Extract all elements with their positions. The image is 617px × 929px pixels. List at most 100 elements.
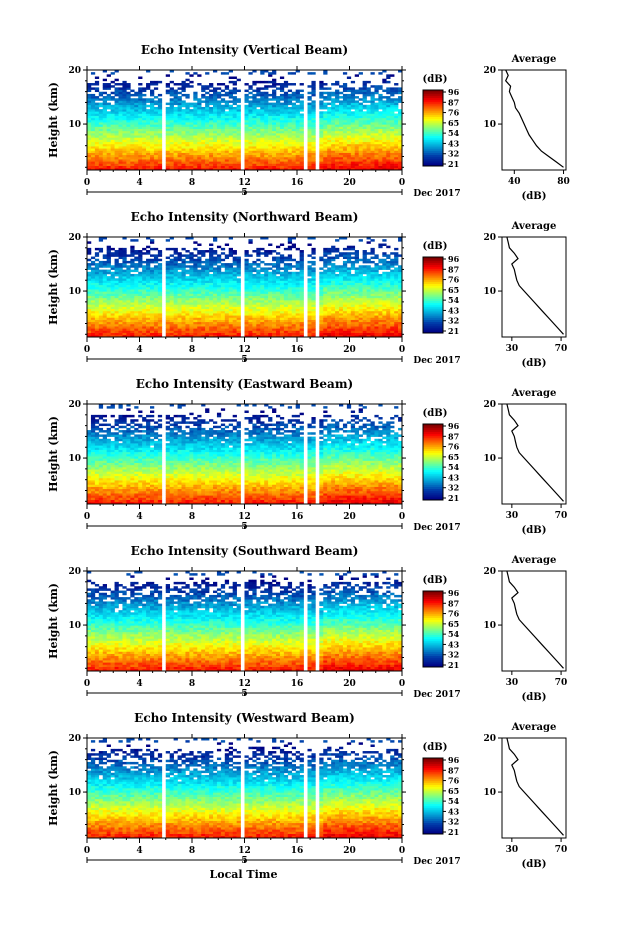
heatmap-cell [189, 133, 194, 136]
heatmap-cell [146, 120, 151, 123]
heatmap-cell [138, 302, 143, 305]
heatmap-cell [358, 102, 363, 106]
heatmap-cell [181, 306, 186, 310]
heatmap-cell [130, 161, 135, 164]
heatmap-cell [287, 146, 293, 149]
heatmap-cell [169, 148, 174, 151]
heatmap-cell [224, 291, 230, 294]
heatmap-cell [228, 130, 233, 134]
heatmap-cell [323, 315, 328, 318]
heatmap-cell [272, 106, 277, 110]
heatmap-cell [283, 137, 289, 140]
heatmap-cell [327, 289, 332, 292]
heatmap-cell [130, 130, 135, 134]
heatmap-cell [272, 304, 277, 307]
heatmap-cell [169, 93, 174, 97]
heatmap-cell [181, 146, 186, 149]
heatmap-cell [342, 124, 348, 127]
heatmap-cell [185, 321, 190, 325]
heatmap-cell [279, 122, 285, 125]
heatmap-cell [283, 334, 289, 338]
heatmap-cell [165, 302, 170, 305]
heatmap-cell [134, 126, 139, 129]
heatmap-cell [256, 91, 261, 95]
heatmap-cell [185, 289, 190, 292]
heatmap-cell [169, 321, 174, 325]
heatmap-cell [279, 306, 285, 310]
heatmap-cell [165, 291, 170, 294]
heatmap-cell [130, 167, 135, 171]
heatmap-cell [283, 141, 289, 145]
heatmap-cell [358, 87, 363, 90]
heatmap-cell [244, 135, 249, 138]
heatmap-cell [291, 83, 296, 86]
heatmap-cell [248, 161, 253, 164]
heatmap-cell [134, 161, 139, 164]
heatmap-cell [142, 282, 147, 286]
heatmap-cell [150, 306, 155, 310]
heatmap-cell [150, 122, 155, 125]
heatmap-cell [114, 159, 119, 162]
heatmap-cell [114, 154, 119, 158]
heatmap-cell [248, 156, 253, 160]
heatmap-cell [146, 113, 151, 116]
heatmap-cell [213, 280, 218, 283]
heatmap-cell [374, 306, 379, 310]
heatmap-cell [189, 163, 194, 166]
heatmap-cell [185, 83, 190, 86]
heatmap-cell [394, 106, 399, 110]
heatmap-cell [291, 332, 296, 336]
y-tick-label: 20 [68, 66, 81, 76]
heatmap-cell [279, 289, 285, 292]
heatmap-cell [319, 310, 324, 314]
heatmap-cell [193, 159, 198, 162]
heatmap-cell [335, 130, 340, 134]
heatmap-cell [118, 152, 123, 156]
heatmap-cell [134, 150, 139, 153]
heatmap-cell [390, 321, 395, 325]
heatmap-cell [228, 152, 233, 156]
heatmap-cell [272, 124, 277, 127]
heatmap-cell [291, 154, 296, 158]
heatmap-cell [90, 87, 96, 90]
heatmap-cell [299, 124, 304, 127]
heatmap-cell [209, 100, 214, 103]
heatmap-cell [374, 319, 379, 323]
heatmap-cell [110, 154, 115, 158]
heatmap-cell [342, 156, 348, 160]
heatmap-cell [323, 302, 328, 305]
heatmap-cell [279, 308, 285, 312]
heatmap-cell [394, 306, 399, 310]
heatmap-cell [346, 284, 352, 288]
heatmap-cell [276, 156, 281, 160]
heatmap-cell [283, 319, 289, 323]
heatmap-cell [390, 89, 395, 93]
heatmap-cell [291, 313, 296, 316]
heatmap-cell [106, 328, 111, 331]
heatmap-cell [201, 117, 206, 121]
heatmap-cell [201, 278, 206, 281]
heatmap-cell [362, 323, 367, 327]
heatmap-cell [350, 321, 356, 325]
heatmap-cell [87, 332, 92, 336]
heatmap-cell [327, 137, 332, 140]
heatmap-cell [299, 115, 304, 119]
heatmap-cell [244, 310, 249, 314]
heatmap-cell [177, 293, 182, 296]
heatmap-cell [90, 154, 96, 158]
heatmap-cell [264, 156, 269, 160]
heatmap-cell [311, 317, 316, 320]
heatmap-cell [205, 165, 210, 169]
heatmap-cell [264, 293, 269, 296]
heatmap-cell [157, 141, 163, 145]
heatmap-cell [327, 152, 332, 156]
heatmap-cell [126, 117, 131, 121]
heatmap-cell [331, 128, 336, 132]
heatmap-cell [374, 115, 379, 119]
heatmap-cell [87, 152, 92, 156]
colorbar-segment [423, 133, 443, 136]
heatmap-cell [216, 102, 222, 106]
heatmap-cell [181, 159, 186, 162]
heatmap-cell [386, 115, 391, 119]
heatmap-cell [236, 130, 241, 134]
